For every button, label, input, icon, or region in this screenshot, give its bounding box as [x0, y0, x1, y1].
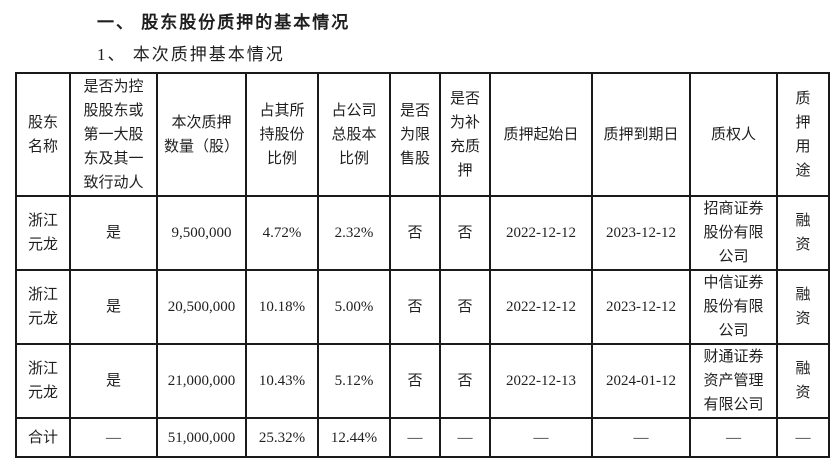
cell-pledge-purpose: 融 资 [776, 195, 830, 271]
cell-pledgee: — [689, 417, 778, 458]
cell-is-controlling-shareholder: 是 [69, 195, 158, 271]
cell-is-supplementary-pledge: 否 [439, 195, 491, 271]
cell-pct-of-total-capital: 12.44% [317, 417, 391, 458]
col-header-pledged-quantity: 本次质押 数量（股） [156, 72, 247, 197]
cell-pledgee: 财通证券 资产管理 有限公司 [689, 343, 778, 419]
cell-pledge-end-date: 2023-12-12 [591, 195, 691, 271]
cell-pledge-end-date: 2023-12-12 [591, 269, 691, 345]
col-header-pct-of-total-capital: 占公司 总股本 比例 [317, 72, 391, 197]
cell-pledge-start-date: — [489, 417, 593, 458]
cell-is-restricted-shares: 否 [389, 343, 441, 419]
cell-pledge-purpose: 融 资 [776, 343, 830, 419]
cell-is-controlling-shareholder: — [69, 417, 158, 458]
col-header-is-restricted-shares: 是否 为限 售股 [389, 72, 441, 197]
cell-pledge-start-date: 2022-12-12 [489, 269, 593, 345]
col-header-pledgee: 质权人 [689, 72, 778, 197]
cell-shareholder-name: 浙江 元龙 [15, 269, 71, 345]
cell-shareholder-name: 浙江 元龙 [15, 195, 71, 271]
cell-total-label: 合计 [15, 417, 71, 458]
col-header-shareholder-name: 股东 名称 [15, 72, 71, 197]
col-header-is-controlling-shareholder: 是否为控 股股东或 第一大股 东及其一 致行动人 [69, 72, 158, 197]
cell-is-restricted-shares: 否 [389, 195, 441, 271]
cell-pledgee: 招商证券 股份有限 公司 [689, 195, 778, 271]
cell-pledge-end-date: — [591, 417, 691, 458]
table-row: 浙江 元龙 是 21,000,000 10.43% 5.12% 否 否 2022… [15, 343, 830, 419]
section-title: 一、 股东股份质押的基本情况 [97, 13, 351, 32]
cell-pct-of-total-capital: 5.12% [317, 343, 391, 419]
cell-pct-of-holdings: 4.72% [245, 195, 319, 271]
cell-is-supplementary-pledge: — [439, 417, 491, 458]
cell-pledged-quantity: 51,000,000 [156, 417, 247, 458]
table-row: 浙江 元龙 是 9,500,000 4.72% 2.32% 否 否 2022-1… [15, 195, 830, 271]
table-row-total: 合计 — 51,000,000 25.32% 12.44% — — — — — … [15, 417, 830, 458]
cell-pledge-purpose: — [776, 417, 830, 458]
cell-is-restricted-shares: 否 [389, 269, 441, 345]
cell-is-supplementary-pledge: 否 [439, 269, 491, 345]
cell-pct-of-total-capital: 2.32% [317, 195, 391, 271]
pledge-details-table: 股东 名称 是否为控 股股东或 第一大股 东及其一 致行动人 本次质押 数量（股… [15, 72, 830, 458]
cell-is-restricted-shares: — [389, 417, 441, 458]
cell-shareholder-name: 浙江 元龙 [15, 343, 71, 419]
col-header-pct-of-holdings: 占其所 持股份 比例 [245, 72, 319, 197]
cell-pledged-quantity: 20,500,000 [156, 269, 247, 345]
cell-pct-of-total-capital: 5.00% [317, 269, 391, 345]
cell-pledge-end-date: 2024-01-12 [591, 343, 691, 419]
cell-pct-of-holdings: 10.43% [245, 343, 319, 419]
cell-pledge-start-date: 2022-12-12 [489, 195, 593, 271]
cell-is-supplementary-pledge: 否 [439, 343, 491, 419]
cell-pct-of-holdings: 10.18% [245, 269, 319, 345]
cell-pledge-purpose: 融 资 [776, 269, 830, 345]
subsection-title: 1、 本次质押基本情况 [97, 45, 285, 64]
cell-pledged-quantity: 9,500,000 [156, 195, 247, 271]
table-header-row: 股东 名称 是否为控 股股东或 第一大股 东及其一 致行动人 本次质押 数量（股… [15, 72, 830, 197]
cell-is-controlling-shareholder: 是 [69, 269, 158, 345]
col-header-pledge-end-date: 质押到期日 [591, 72, 691, 197]
cell-pledge-start-date: 2022-12-13 [489, 343, 593, 419]
col-header-pledge-purpose: 质 押 用 途 [776, 72, 830, 197]
cell-pledgee: 中信证券 股份有限 公司 [689, 269, 778, 345]
cell-pct-of-holdings: 25.32% [245, 417, 319, 458]
cell-is-controlling-shareholder: 是 [69, 343, 158, 419]
table-row: 浙江 元龙 是 20,500,000 10.18% 5.00% 否 否 2022… [15, 269, 830, 345]
cell-pledged-quantity: 21,000,000 [156, 343, 247, 419]
col-header-pledge-start-date: 质押起始日 [489, 72, 593, 197]
col-header-is-supplementary-pledge: 是否 为补 充质 押 [439, 72, 491, 197]
